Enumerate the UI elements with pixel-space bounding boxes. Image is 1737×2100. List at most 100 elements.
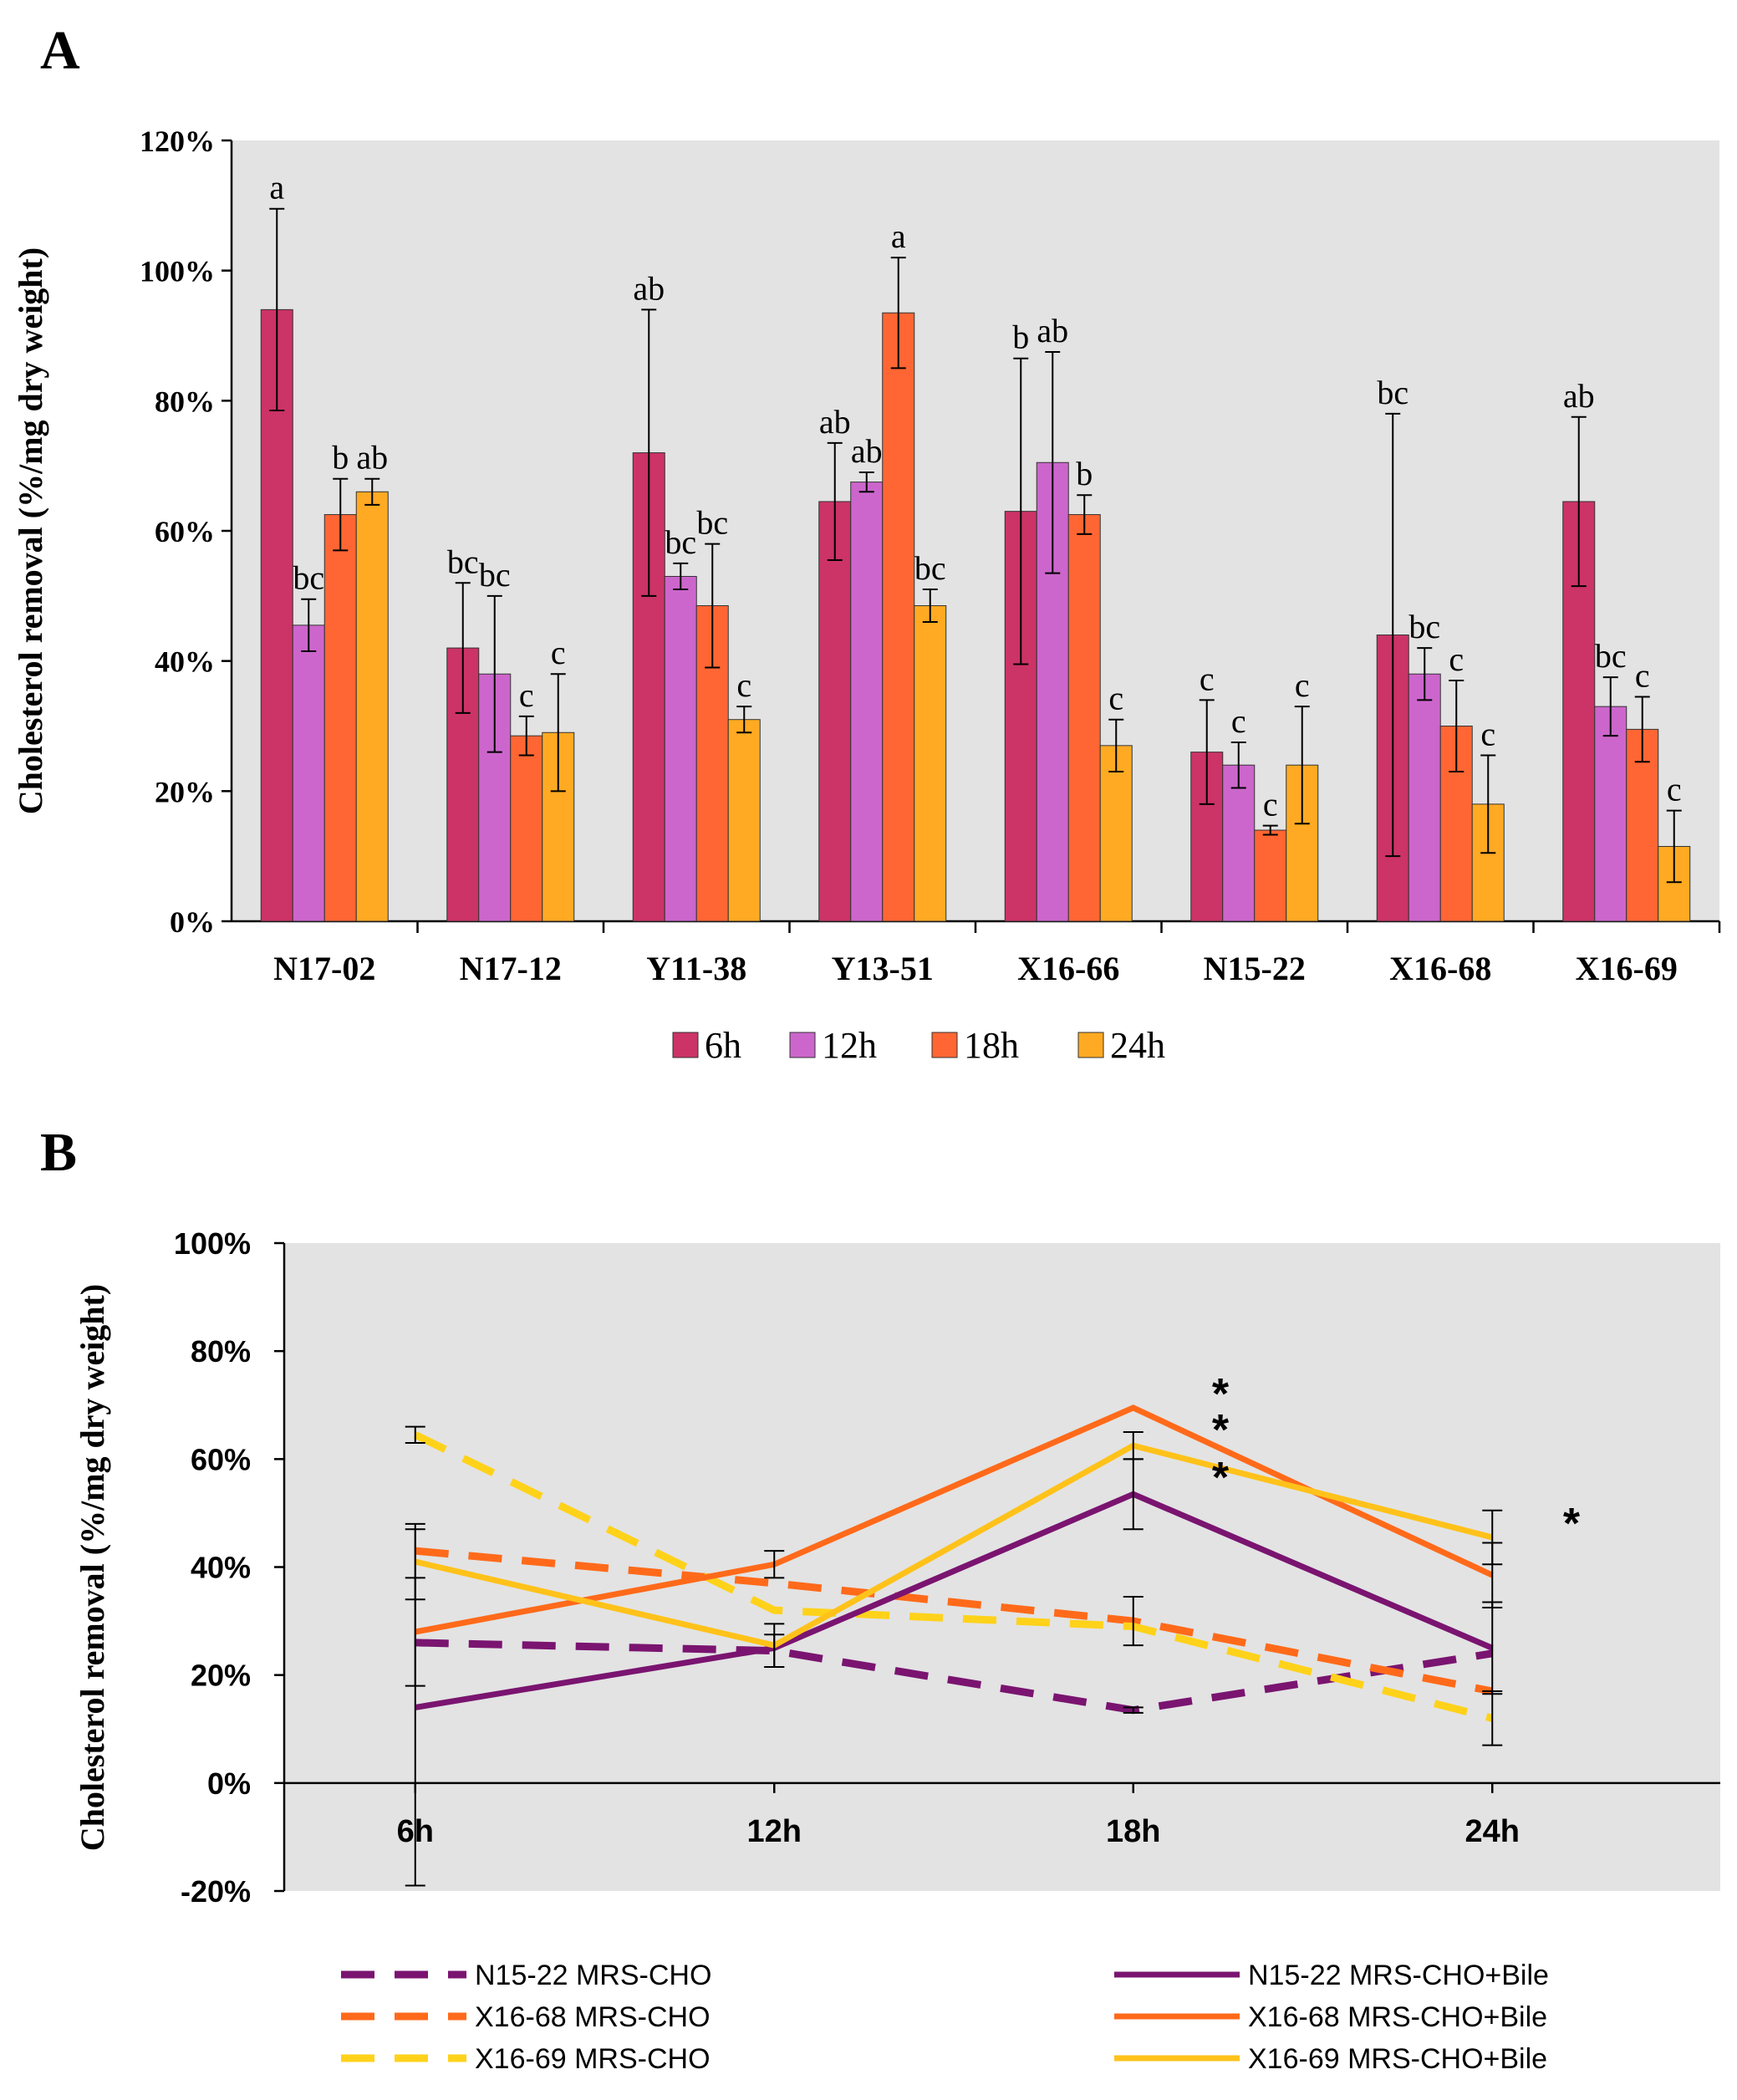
y-tick-label-a: 120% (140, 125, 215, 158)
bar (1222, 764, 1256, 922)
y-tick-label-b: 20% (191, 1659, 251, 1693)
significance-asterisk: * (1563, 1500, 1581, 1548)
legend-label: N15-22 MRS-CHO+Bile (1248, 1960, 1549, 1991)
y-tick-label-a: 80% (155, 385, 215, 418)
bar (1594, 706, 1627, 922)
significance-asterisk: * (1212, 1406, 1230, 1455)
significance-letter: c (1263, 786, 1278, 823)
significance-letter: bc (1595, 637, 1627, 675)
significance-letter: a (891, 217, 906, 255)
x-tick-label-a: X16-66 (1017, 950, 1119, 987)
x-tick-label-a: N15-22 (1204, 950, 1306, 987)
x-tick-label-b: 6h (397, 1814, 434, 1849)
significance-asterisk: * (1212, 1370, 1230, 1419)
plot-area-b (284, 1243, 1720, 1891)
legend-label: 24h (1110, 1025, 1165, 1066)
significance-letter: ab (633, 269, 665, 307)
y-tick-label-a: 100% (140, 255, 215, 288)
x-tick-label-a: N17-02 (273, 950, 375, 987)
series-line (415, 1639, 1493, 1715)
bar (1408, 673, 1441, 922)
significance-letter: ab (1037, 312, 1068, 349)
significance-asterisk: * (1212, 1454, 1230, 1502)
legend-swatch (931, 1032, 958, 1058)
error-bars-a (269, 207, 1682, 884)
y-tick-label-b: 0% (207, 1766, 251, 1801)
significance-letter: ab (356, 439, 388, 477)
significance-letter: c (1108, 680, 1123, 717)
x-tick-label-b: 18h (1106, 1814, 1160, 1849)
legend-swatch (789, 1032, 816, 1058)
x-tick-label-a: Y11-38 (646, 950, 746, 987)
annotations-b: **** (1212, 1370, 1581, 1548)
panel-label-b: B (40, 1122, 77, 1183)
y-tick-label-a: 20% (155, 775, 215, 808)
y-tick-label-a: 40% (155, 645, 215, 679)
significance-letter: c (1449, 640, 1464, 678)
significance-letter: bc (479, 556, 511, 594)
x-tick-label-b: 24h (1465, 1814, 1520, 1849)
y-tick-label-b: 40% (191, 1551, 251, 1585)
panel-b: B -20%0%20%40%60%80%100%6h 12h 18h 24h ****… (40, 1122, 1720, 2075)
significance-letter: c (1667, 771, 1682, 808)
bar (664, 575, 697, 922)
bar (1254, 829, 1287, 922)
bar (323, 514, 357, 922)
tick-labels-b: -20% 0% 20% 40% 60% 80% 100% 6h 12h 18h 24h (174, 1226, 1520, 1909)
bar (292, 624, 325, 922)
legend-b: N15-22 MRS-CHO X16-68 MRS-CHO X16-69 MRS-C… (341, 1960, 1549, 2075)
legend-label: 18h (964, 1025, 1019, 1066)
bar (260, 308, 293, 922)
series-line (415, 1547, 1494, 1695)
significance-letter: c (1200, 660, 1215, 697)
y-tick-label-b: 100% (174, 1226, 251, 1261)
bar (914, 605, 947, 922)
bar (882, 312, 915, 922)
y-tick-label-b: -20% (181, 1874, 251, 1909)
lines-b (413, 1404, 1494, 1722)
significance-letter: ab (1563, 377, 1595, 415)
significance-letter: bc (447, 543, 479, 580)
x-tick-label-a: X16-69 (1576, 950, 1678, 987)
legend-label: N15-22 MRS-CHO (475, 1960, 711, 1991)
bar (1067, 514, 1101, 922)
bar (727, 719, 761, 922)
significance-letter: bc (1377, 374, 1408, 411)
y-tick-label-b: 80% (191, 1334, 251, 1369)
bar (850, 482, 884, 922)
x-tick-label-a: X16-68 (1389, 950, 1491, 987)
y-tick-label-b: 60% (191, 1442, 251, 1476)
significance-letter: bc (914, 549, 946, 587)
bar (355, 491, 389, 922)
significance-letter: bc (293, 559, 324, 597)
significance-letter: bc (665, 523, 696, 561)
significance-letter: c (1231, 702, 1246, 740)
significance-letter: c (519, 676, 534, 714)
y-tick-label-a: 60% (155, 515, 215, 548)
significance-letter: ab (851, 432, 883, 470)
error-bars-b (405, 1425, 1503, 1887)
y-tick-label-a: 0% (170, 905, 215, 939)
series-line (415, 1491, 1494, 1710)
significance-letter: c (1295, 666, 1310, 704)
significance-letter: b (1012, 319, 1029, 356)
significance-letter: c (551, 634, 566, 671)
significance-letter: a (269, 169, 284, 206)
bar (510, 735, 543, 922)
legend-swatch (1077, 1032, 1104, 1058)
significance-letter: c (1635, 656, 1650, 694)
bar (1190, 752, 1224, 922)
tick-labels-a: 0% 20% 40% 60% 80% 100% 120% N17-02 N17-12 Y11-38… (140, 125, 1678, 987)
x-tick-label-a: Y13-51 (832, 950, 934, 987)
y-axis-label-b: Cholesterol removal (%/mg dry weight) (74, 1284, 111, 1851)
significance-letter: c (1480, 716, 1495, 753)
significance-letter: bc (1408, 608, 1440, 645)
legend-label: 6h (705, 1025, 741, 1066)
significance-letter: ab (819, 403, 851, 441)
y-axis-label-a: Cholesterol removal (%/mg dry weight) (12, 247, 49, 814)
legend-label: X16-69 MRS-CHO+Bile (1248, 2043, 1547, 2075)
legend-a: 6h 12h 18h 24h (672, 1025, 1165, 1066)
series-line (414, 1442, 1494, 1649)
